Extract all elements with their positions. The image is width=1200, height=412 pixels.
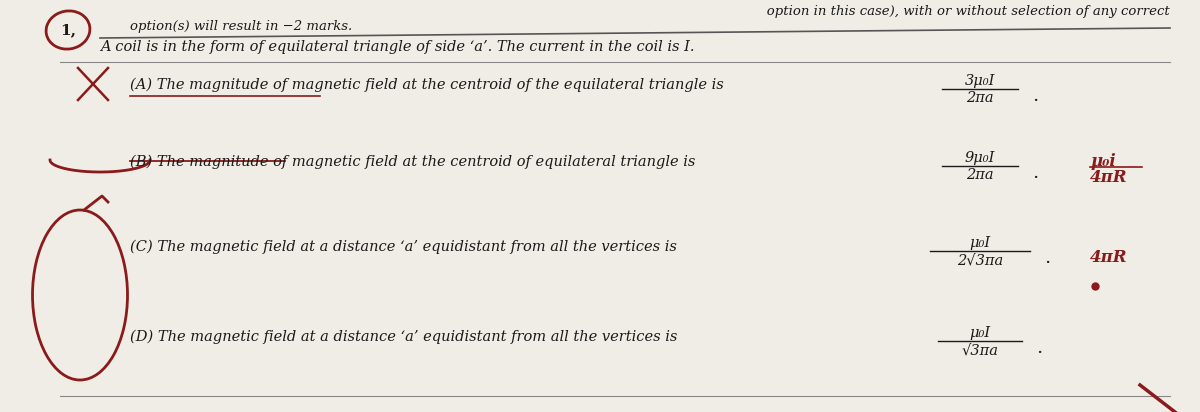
Text: 2πa: 2πa — [966, 91, 994, 105]
Text: option in this case), with or without selection of any correct: option in this case), with or without se… — [737, 5, 1170, 18]
Text: (A) The magnitude of magnetic field at the centroid of the equilateral triangle : (A) The magnitude of magnetic field at t… — [130, 78, 724, 92]
Text: 2√3πa: 2√3πa — [956, 253, 1003, 267]
Text: .: . — [1032, 164, 1038, 182]
Text: 9μ₀I: 9μ₀I — [965, 151, 995, 165]
Text: √3πa: √3πa — [961, 343, 998, 357]
Text: 2πa: 2πa — [966, 168, 994, 182]
Text: (C) The magnetic field at a distance ‘a’ equidistant from all the vertices is: (C) The magnetic field at a distance ‘a’… — [130, 240, 677, 254]
Text: A coil is in the form of equilateral triangle of side ‘a’. The current in the co: A coil is in the form of equilateral tri… — [100, 40, 695, 54]
Text: 1,: 1, — [60, 23, 76, 37]
Text: option(s) will result in −2 marks.: option(s) will result in −2 marks. — [130, 20, 353, 33]
Text: 4πR: 4πR — [1090, 249, 1128, 266]
Text: (B) The magnitude of magnetic field at the centroid of equilateral triangle is: (B) The magnitude of magnetic field at t… — [130, 155, 695, 169]
Text: .: . — [1036, 339, 1043, 357]
Text: 4πR: 4πR — [1090, 169, 1128, 186]
Text: .: . — [1044, 249, 1050, 267]
Text: μ₀I: μ₀I — [970, 236, 990, 250]
Text: (D) The magnetic field at a distance ‘a’ equidistant from all the vertices is: (D) The magnetic field at a distance ‘a’… — [130, 330, 677, 344]
Text: μ₀I: μ₀I — [970, 326, 990, 340]
Text: μ₀i: μ₀i — [1090, 153, 1116, 170]
Text: .: . — [1032, 87, 1038, 105]
Text: 3μ₀I: 3μ₀I — [965, 74, 995, 88]
